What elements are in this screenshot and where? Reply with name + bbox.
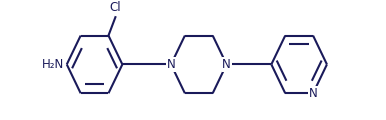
Text: N: N	[222, 58, 231, 71]
Text: N: N	[167, 58, 175, 71]
Text: Cl: Cl	[110, 1, 121, 14]
Text: N: N	[309, 87, 317, 100]
Text: H₂N: H₂N	[41, 58, 64, 71]
